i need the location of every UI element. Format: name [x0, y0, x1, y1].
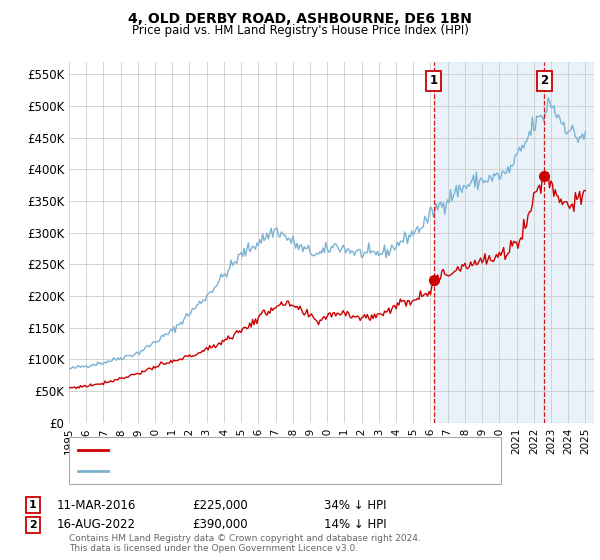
Text: £225,000: £225,000: [192, 498, 248, 512]
Text: 2: 2: [29, 520, 37, 530]
Text: £390,000: £390,000: [192, 518, 248, 531]
Text: HPI: Average price, detached house, Derbyshire Dales: HPI: Average price, detached house, Derb…: [114, 466, 416, 476]
Text: 4, OLD DERBY ROAD, ASHBOURNE, DE6 1BN (detached house): 4, OLD DERBY ROAD, ASHBOURNE, DE6 1BN (d…: [114, 445, 463, 455]
Text: Price paid vs. HM Land Registry's House Price Index (HPI): Price paid vs. HM Land Registry's House …: [131, 24, 469, 37]
Text: 34% ↓ HPI: 34% ↓ HPI: [324, 498, 386, 512]
Text: 14% ↓ HPI: 14% ↓ HPI: [324, 518, 386, 531]
Text: Contains HM Land Registry data © Crown copyright and database right 2024.
This d: Contains HM Land Registry data © Crown c…: [69, 534, 421, 553]
Text: 1: 1: [430, 74, 438, 87]
Text: 4, OLD DERBY ROAD, ASHBOURNE, DE6 1BN: 4, OLD DERBY ROAD, ASHBOURNE, DE6 1BN: [128, 12, 472, 26]
Text: 11-MAR-2016: 11-MAR-2016: [57, 498, 136, 512]
Text: 2: 2: [541, 74, 548, 87]
Text: 16-AUG-2022: 16-AUG-2022: [57, 518, 136, 531]
Bar: [434, 62, 594, 423]
Text: 1: 1: [29, 500, 37, 510]
